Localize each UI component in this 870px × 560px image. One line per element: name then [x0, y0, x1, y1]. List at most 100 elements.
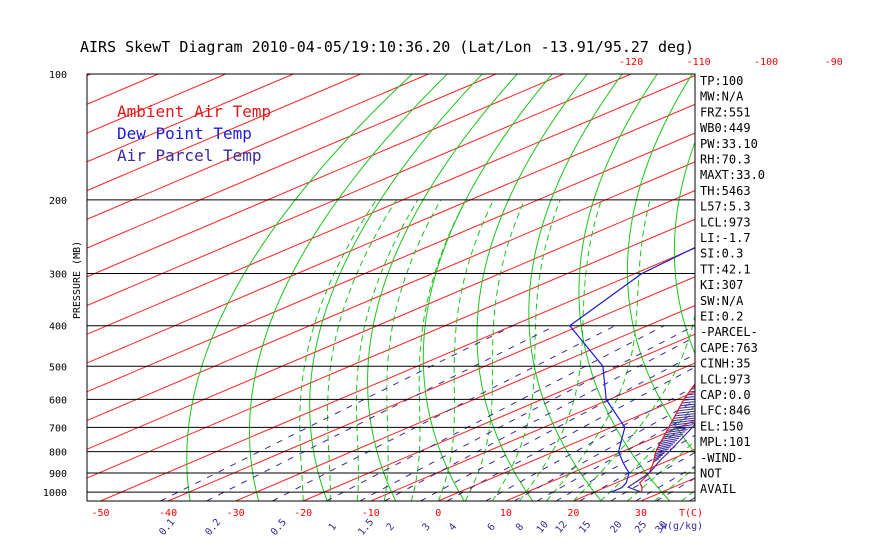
top-temp-tick-label: -110 [687, 57, 711, 68]
bottom-temp-tick-label: 0 [435, 508, 441, 519]
cape-hatch-line [667, 426, 690, 431]
isotherm-line [87, 74, 632, 307]
cape-hatch-line [751, 284, 775, 287]
dry-adiabat-line [186, 74, 413, 501]
profile-dew-point-temp [568, 246, 695, 493]
cape-hatch-line [659, 440, 678, 444]
stat-item: -PARCEL- [700, 325, 758, 339]
cape-hatch-line [662, 435, 682, 440]
mixing-ratio-label: 0.2 [203, 517, 223, 538]
bottom-temp-tick-label: -30 [227, 508, 245, 519]
moist-adiabat-line [437, 199, 494, 501]
legend-item: Ambient Air Temp [117, 102, 271, 121]
isotherm-line [844, 74, 870, 501]
moist-adiabat-line [573, 312, 695, 501]
pressure-tick-label: 200 [49, 196, 67, 207]
profile-air-parcel-temp [626, 423, 695, 493]
mixing-ratio-line [160, 325, 514, 501]
mixing-unit-label: w(g/kg) [661, 521, 703, 532]
legend-item: Air Parcel Temp [117, 146, 262, 165]
cape-hatch-line [755, 274, 779, 277]
cape-hatch-line [669, 422, 694, 427]
bottom-temp-tick-label: 20 [567, 508, 579, 519]
stat-item: LFC:846 [700, 404, 751, 418]
stat-item: -WIND- [700, 451, 743, 465]
mixing-ratio-line [514, 400, 695, 501]
cape-hatch-line [749, 289, 773, 292]
moist-adiabat-line [518, 199, 602, 501]
cape-hatch-line [773, 211, 780, 214]
plot-frame [86, 73, 696, 502]
dry-adiabat-line [422, 74, 553, 501]
pressure-tick-label: 600 [49, 395, 67, 406]
mixing-ratio-label: 12 [554, 519, 570, 535]
bottom-temp-tick-label: 10 [500, 508, 512, 519]
cape-hatch-line [759, 257, 781, 260]
top-temp-tick-label: -120 [619, 57, 643, 68]
legend: Ambient Air Temp Dew Point Temp Air Parcel… [117, 102, 271, 165]
temp-unit-label: T(C) [679, 508, 703, 519]
stat-item: CAPE:763 [700, 341, 758, 355]
mixing-ratio-line [446, 366, 695, 501]
mixing-ratio-label: 2 [385, 522, 397, 534]
cape-hatch-line [763, 239, 783, 242]
stat-item: FRZ:551 [700, 105, 751, 119]
cape-hatch-line [672, 417, 695, 422]
cape-hatch-line [655, 448, 670, 453]
stat-item: TH:5463 [700, 184, 751, 198]
dry-adiabat-line [807, 74, 870, 501]
mixing-ratio-label: 25 [633, 519, 649, 535]
mixing-ratio-label: 20 [608, 519, 624, 535]
dry-adiabat-line [673, 140, 695, 355]
pressure-tick-label: 1000 [43, 488, 67, 499]
cape-hatch-line [679, 406, 695, 409]
top-temp-tick-label: -90 [825, 57, 843, 68]
background-lines [87, 74, 870, 501]
mixing-ratio-line [635, 465, 695, 501]
stat-item: TP:100 [700, 74, 743, 88]
cape-hatch-line [762, 245, 783, 248]
dry-adiabat-line [764, 74, 870, 501]
cape-hatch-line [743, 304, 767, 307]
stat-item: NOT [700, 467, 722, 481]
cape-hatch-line [757, 269, 780, 272]
cape-hatch-line [776, 203, 779, 206]
mixing-ratio-label: 1 [327, 522, 339, 534]
moist-adiabat-line [654, 466, 695, 501]
isotherm-line [505, 419, 695, 501]
isotherm-line [100, 247, 695, 501]
moist-adiabat-line [546, 199, 651, 501]
dry-adiabat-line [249, 74, 448, 501]
cape-hatch-line [673, 415, 695, 419]
dry-adiabat-line [476, 74, 588, 501]
mixing-ratio-label: 6 [486, 522, 498, 534]
isotherm-line [87, 74, 429, 220]
stat-item: TT:42.1 [700, 262, 751, 276]
cape-hatch-line [663, 433, 684, 438]
stat-item: EL:150 [700, 419, 743, 433]
cape-hatch-line [674, 413, 695, 417]
cape-hatch-line [681, 401, 695, 404]
bottom-temp-tick-label: -10 [362, 508, 380, 519]
pressure-tick-label: 100 [49, 70, 67, 81]
dry-adiabat-line [578, 74, 671, 501]
stat-item: KI:307 [700, 278, 743, 292]
mixing-ratio-label: 15 [577, 519, 593, 535]
cape-hatch-line [676, 410, 695, 414]
stat-item: LCL:973 [700, 215, 751, 229]
stat-item: WB0:449 [700, 121, 751, 135]
chart-title: AIRS SkewT Diagram 2010-04-05/19:10:36.2… [80, 38, 694, 56]
profiles [568, 246, 695, 493]
isotherm-line [167, 276, 695, 501]
legend-item: Dew Point Temp [117, 124, 252, 143]
isotherm-line [370, 362, 695, 501]
stat-item: SW:N/A [700, 294, 744, 308]
stat-item: LI:-1.7 [700, 231, 751, 245]
cape-hatch-line [670, 419, 695, 424]
dry-adiabat-line [849, 74, 870, 501]
isotherm-line [87, 218, 695, 479]
mixing-ratio-line [206, 325, 556, 501]
cape-hatch-line [685, 396, 695, 399]
